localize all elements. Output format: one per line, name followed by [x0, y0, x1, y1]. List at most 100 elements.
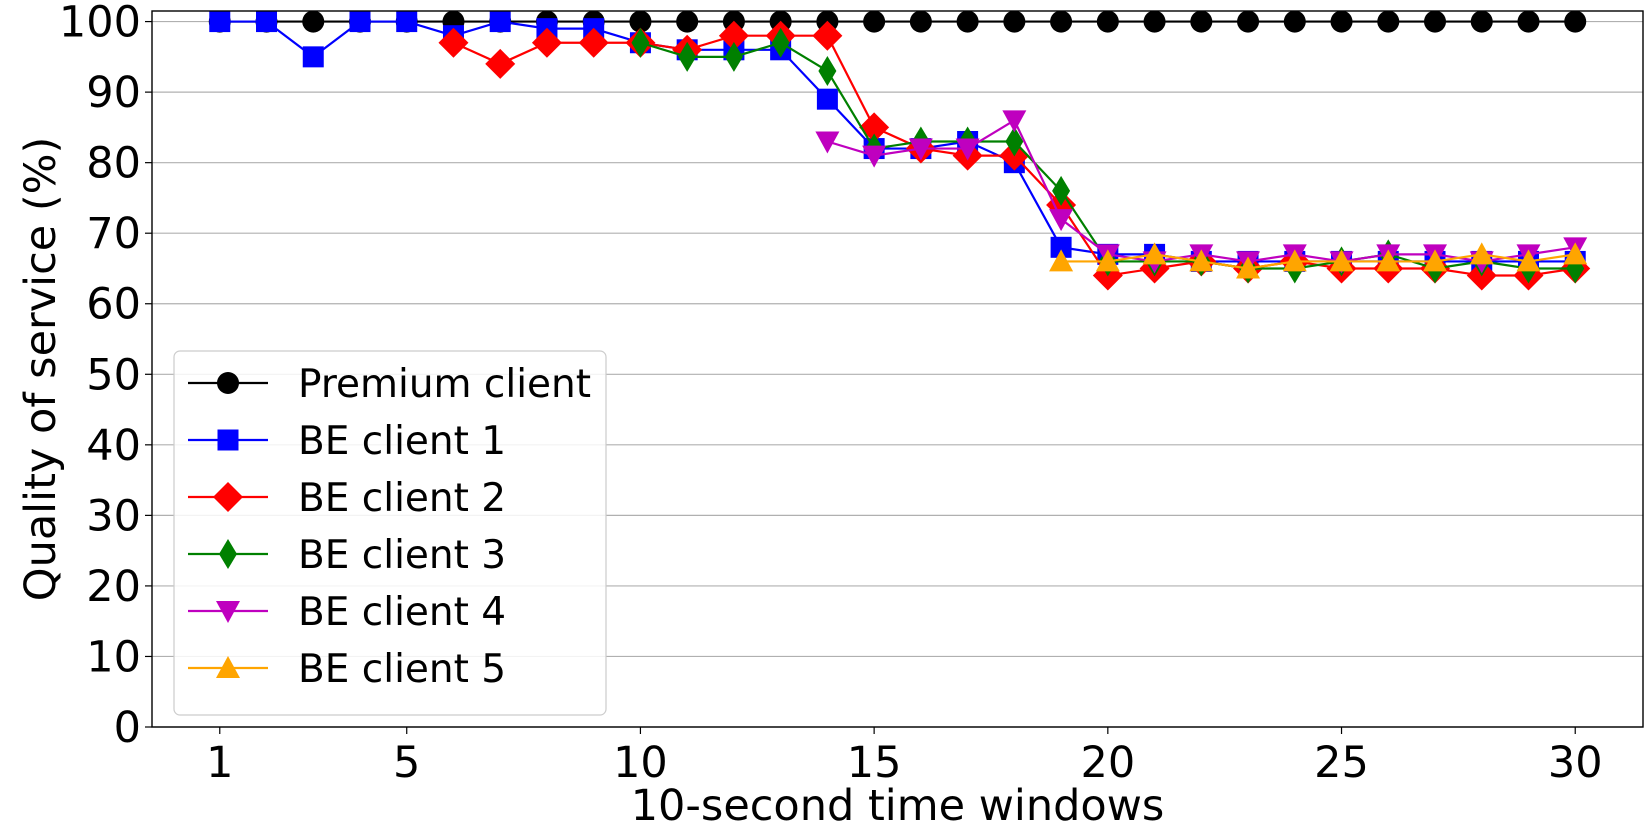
- series-6-point-21: [1142, 242, 1167, 265]
- x-tick-label-30: 30: [1548, 738, 1603, 788]
- series-6-point-19: [1049, 249, 1074, 272]
- series-4-point-12: [724, 41, 743, 72]
- y-tick-label-50: 50: [86, 350, 141, 400]
- x-tick-label-1: 1: [206, 738, 233, 788]
- series-1-point-11: [676, 10, 699, 33]
- y-tick-label-60: 60: [86, 280, 141, 330]
- legend-marker-4: [219, 539, 237, 569]
- series-4-point-14: [818, 55, 837, 86]
- series-5-point-17: [955, 138, 980, 161]
- series-2-point-7: [489, 11, 511, 33]
- y-tick-label-90: 90: [86, 68, 141, 118]
- series-1-point-17: [956, 10, 979, 33]
- series-2-point-1: [209, 11, 231, 33]
- series-3-point-6: [438, 27, 469, 58]
- series-5-point-16: [908, 138, 933, 161]
- series-6-point-29: [1516, 249, 1541, 272]
- legend-box: [173, 350, 607, 716]
- series-1-point-25: [1330, 10, 1353, 33]
- series-1-point-30: [1564, 10, 1587, 33]
- series-2-point-4: [349, 11, 371, 33]
- legend-marker-6: [216, 656, 240, 678]
- legend-item-5: BE client 4: [188, 590, 506, 635]
- series-1-point-28: [1470, 10, 1493, 33]
- x-tick-label-20: 20: [1080, 738, 1135, 788]
- legend-label-4: BE client 3: [298, 533, 506, 578]
- series-3-point-9: [578, 27, 609, 58]
- y-tick-label-10: 10: [86, 632, 141, 682]
- series-6-point-25: [1329, 249, 1354, 272]
- legend-marker-2: [217, 429, 239, 451]
- legend-item-1: Premium client: [188, 362, 591, 407]
- series-1-point-20: [1096, 10, 1119, 33]
- series-1-point-26: [1377, 10, 1400, 33]
- legend-items: Premium client BE client 1 BE client 2 BE c…: [188, 362, 591, 692]
- series-6-point-28: [1469, 242, 1494, 265]
- series-5-point-18: [1002, 110, 1027, 133]
- series-1-point-27: [1424, 10, 1447, 33]
- y-tick-label-100: 100: [59, 0, 141, 48]
- series-1-point-29: [1517, 10, 1540, 33]
- legend-label-5: BE client 4: [298, 590, 506, 635]
- series-6-point-24: [1282, 249, 1307, 272]
- series-2-point-3: [302, 46, 324, 68]
- y-tick-label-20: 20: [86, 562, 141, 612]
- legend: Premium client BE client 1 BE client 2 BE c…: [173, 350, 607, 716]
- legend-item-6: BE client 5: [188, 647, 506, 692]
- series-1-point-16: [909, 10, 932, 33]
- series-4-point-19: [1052, 175, 1071, 206]
- series-5-point-19: [1049, 209, 1074, 232]
- x-axis-label: 10-second time windows: [631, 781, 1165, 829]
- series-6-point-20: [1095, 249, 1120, 272]
- series-1-point-19: [1050, 10, 1073, 33]
- series-1-point-22: [1190, 10, 1213, 33]
- series-1-point-21: [1143, 10, 1166, 33]
- series-6-point-23: [1236, 256, 1261, 279]
- series-1-point-3: [302, 10, 325, 33]
- legend-marker-3: [213, 482, 243, 512]
- series-1-point-15: [863, 10, 886, 33]
- series-1-point-10: [629, 10, 652, 33]
- series-2-point-2: [256, 11, 278, 33]
- series-5-point-14: [815, 131, 840, 154]
- x-tick-label-10: 10: [613, 738, 668, 788]
- y-tick-label-40: 40: [86, 421, 141, 471]
- series-5-point-15: [862, 145, 887, 168]
- legend-marker-5: [216, 601, 240, 623]
- series-3-point-7: [485, 48, 516, 79]
- legend-marker-1: [217, 372, 239, 394]
- series-3-point-12: [718, 20, 749, 51]
- legend-item-3: BE client 2: [188, 476, 506, 521]
- series-6: [1049, 242, 1588, 279]
- series-6-point-27: [1423, 249, 1448, 272]
- series-2-point-5: [396, 11, 418, 33]
- x-axis-ticks: 1 5 10 15 20 25 30: [206, 727, 1603, 788]
- y-axis-ticks: 0 10 20 30 40 50 60 70 80 90 100: [59, 0, 152, 753]
- plot-frame: [151, 10, 1644, 728]
- series-2-line: [219, 20, 1576, 263]
- series-6-point-22: [1189, 249, 1214, 272]
- series-6-line: [1061, 253, 1576, 270]
- series-5: [815, 110, 1588, 274]
- legend-label-1: Premium client: [298, 362, 591, 407]
- y-tick-label-80: 80: [86, 139, 141, 189]
- series-1-point-23: [1237, 10, 1260, 33]
- series-4-line: [640, 41, 1576, 270]
- legend-label-6: BE client 5: [298, 647, 506, 692]
- series-2-point-19: [1050, 236, 1072, 258]
- series-6-point-30: [1563, 242, 1588, 265]
- x-tick-label-25: 25: [1314, 738, 1369, 788]
- legend-label-3: BE client 2: [298, 476, 506, 521]
- y-axis-label: Quality of service (%): [16, 137, 66, 602]
- series-4-point-13: [771, 27, 790, 58]
- series-1-point-24: [1283, 10, 1306, 33]
- legend-item-2: BE client 1: [188, 419, 506, 464]
- legend-label-2: BE client 1: [298, 419, 506, 464]
- series-layer: [208, 10, 1591, 291]
- y-tick-label-70: 70: [86, 209, 141, 259]
- series-4-point-11: [678, 41, 697, 72]
- series-6-point-26: [1376, 249, 1401, 272]
- series-3-point-14: [812, 20, 843, 51]
